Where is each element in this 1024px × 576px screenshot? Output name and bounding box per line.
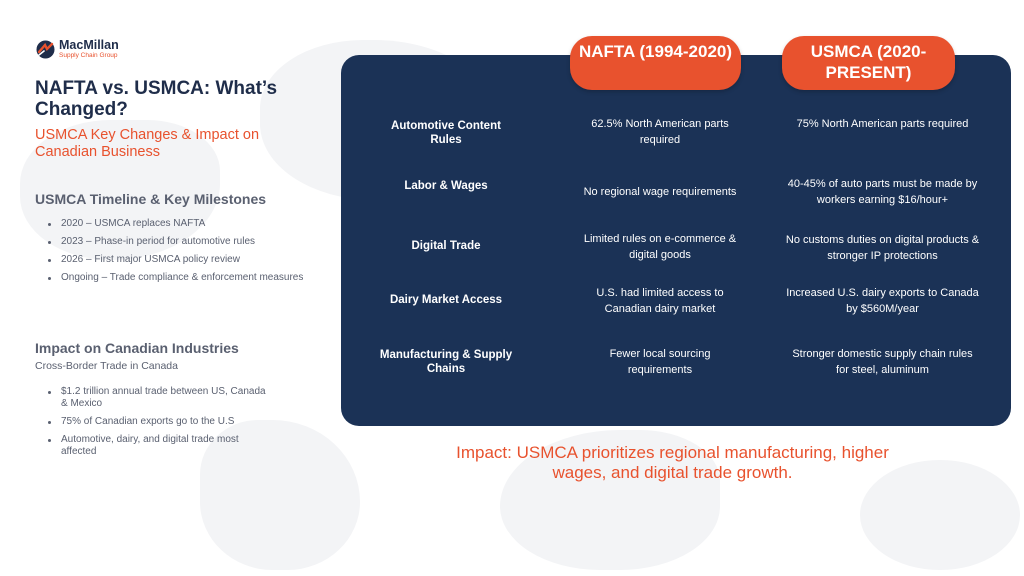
row-label-labor: Labor & Wages bbox=[404, 180, 488, 192]
nafta-column-header: NAFTA (1994-2020) bbox=[570, 36, 741, 90]
nafta-cell-manufacturing: Fewer local sourcing requirements bbox=[609, 348, 711, 376]
row-label-manufacturing: Manufacturing & Supply Chains bbox=[379, 349, 513, 375]
timeline-heading: USMCA Timeline & Key Milestones bbox=[35, 191, 267, 207]
nafta-cell-dairy: U.S. had limited access to Canadian dair… bbox=[596, 287, 724, 315]
usmca-column-header: USMCA (2020-PRESENT) bbox=[782, 36, 955, 90]
page-title: NAFTA vs. USMCA: What’s Changed? bbox=[35, 78, 278, 120]
list-item: 2023 – Phase-in period for automotive ru… bbox=[48, 236, 308, 248]
row-label-digital: Digital Trade bbox=[411, 240, 481, 252]
logo-mark-icon bbox=[36, 40, 55, 59]
list-item: 75% of Canadian exports go to the U.S bbox=[48, 416, 273, 428]
usmca-cell-digital: No customs duties on digital products & … bbox=[785, 234, 980, 262]
logo-name: MacMillan bbox=[59, 38, 119, 52]
industries-subheading: Cross-Border Trade in Canada bbox=[35, 360, 178, 372]
usmca-cell-manufacturing: Stronger domestic supply chain rules for… bbox=[792, 348, 973, 376]
logo-tagline: Supply Chain Group bbox=[59, 51, 118, 59]
list-item: Automotive, dairy, and digital trade mos… bbox=[48, 434, 273, 458]
usmca-cell-dairy: Increased U.S. dairy exports to Canada b… bbox=[786, 287, 979, 315]
industries-list: $1.2 trillion annual trade between US, C… bbox=[48, 386, 273, 464]
usmca-cell-automotive: 75% North American parts required bbox=[796, 117, 969, 130]
list-item: 2026 – First major USMCA policy review bbox=[48, 254, 308, 266]
impact-statement: Impact: USMCA prioritizes regional manuf… bbox=[456, 443, 889, 482]
map-background-shape bbox=[500, 430, 720, 570]
page-subtitle: USMCA Key Changes & Impact on Canadian B… bbox=[35, 127, 260, 160]
industries-heading: Impact on Canadian Industries bbox=[35, 340, 239, 356]
row-label-automotive: Automotive Content Rules bbox=[391, 120, 501, 146]
usmca-cell-labor: 40-45% of auto parts must be made by wor… bbox=[787, 178, 978, 206]
nafta-cell-digital: Limited rules on e-commerce & digital go… bbox=[583, 233, 737, 261]
map-background-shape bbox=[200, 420, 360, 570]
row-label-dairy: Dairy Market Access bbox=[389, 294, 503, 306]
list-item: Ongoing – Trade compliance & enforcement… bbox=[48, 272, 308, 284]
list-item: $1.2 trillion annual trade between US, C… bbox=[48, 386, 273, 410]
list-item: 2020 – USMCA replaces NAFTA bbox=[48, 218, 308, 230]
map-background-shape bbox=[860, 460, 1020, 570]
nafta-cell-automotive: 62.5% North American parts required bbox=[591, 118, 729, 146]
map-background-shape bbox=[20, 120, 220, 260]
timeline-list: 2020 – USMCA replaces NAFTA 2023 – Phase… bbox=[48, 218, 308, 290]
company-logo: MacMillan Supply Chain Group bbox=[36, 39, 119, 59]
nafta-cell-labor: No regional wage requirements bbox=[583, 185, 737, 198]
comparison-panel bbox=[341, 55, 1011, 426]
